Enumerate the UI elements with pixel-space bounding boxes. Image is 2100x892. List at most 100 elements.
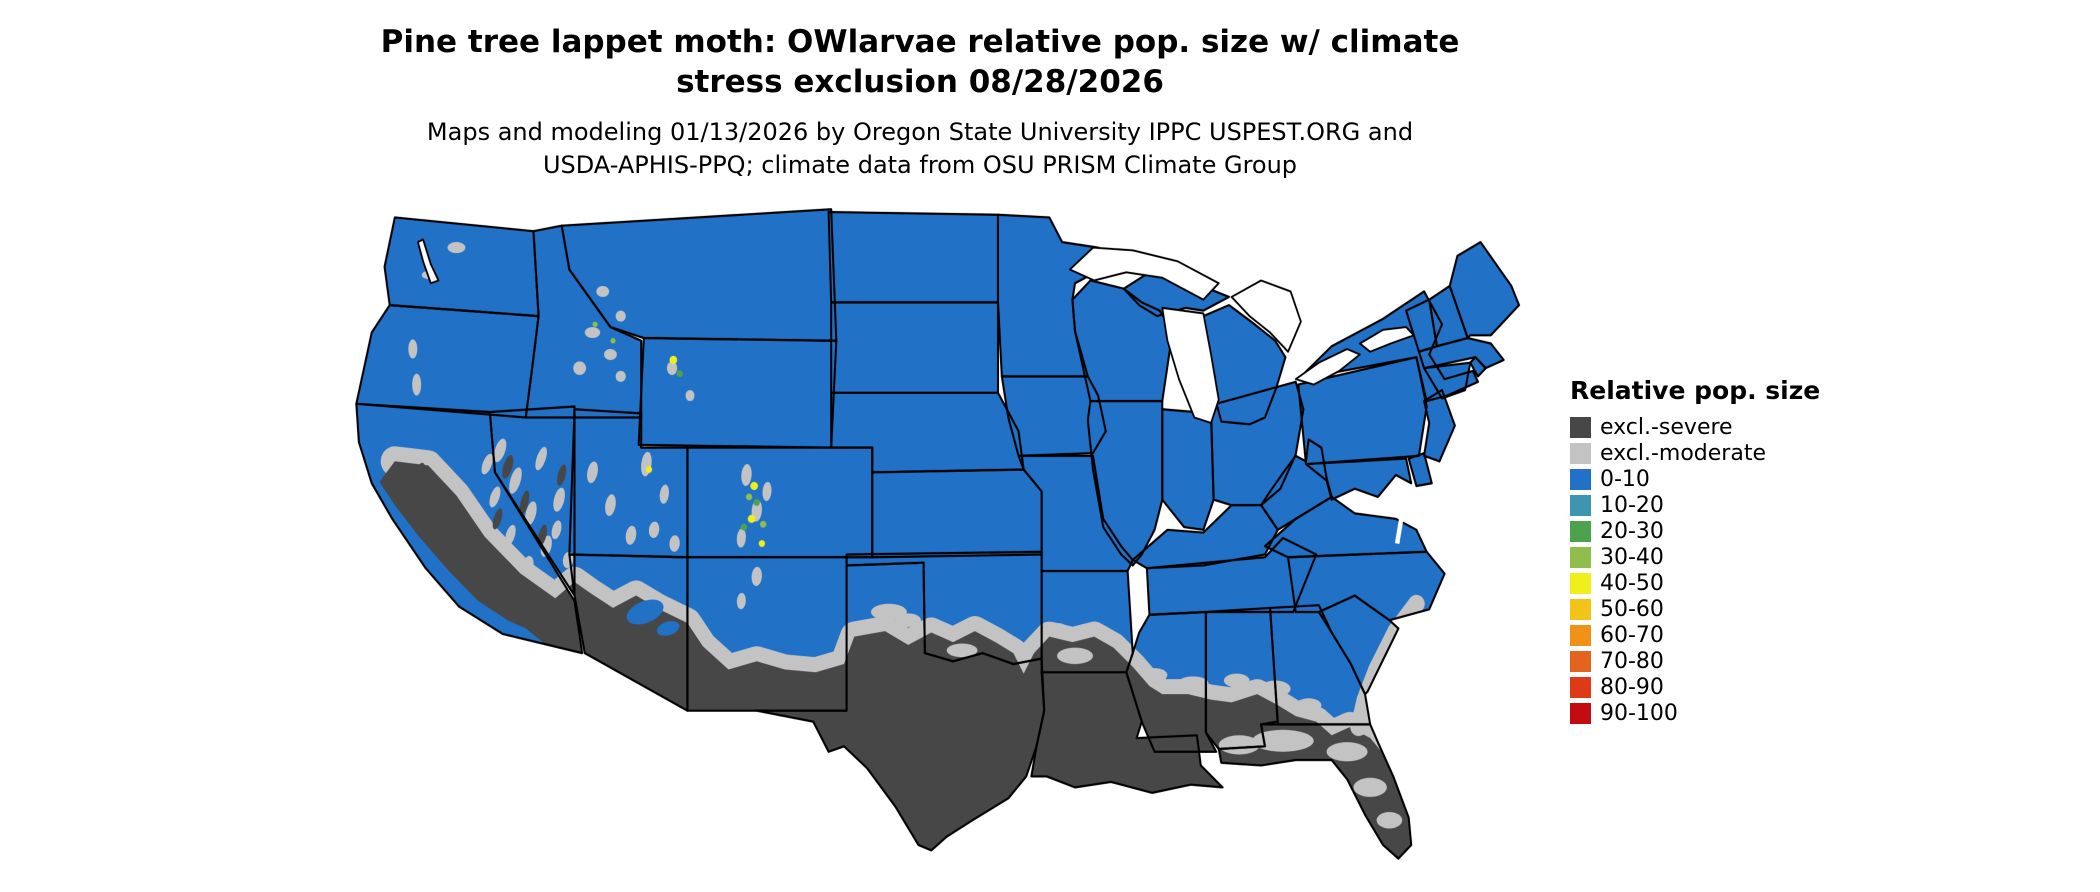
state-idaho [525, 225, 642, 418]
legend-label: 70-80 [1600, 649, 1664, 674]
state-louisiana [1030, 671, 1224, 794]
mountain-speckle [615, 370, 626, 382]
state-kansas [872, 469, 1042, 558]
state-montana [561, 209, 837, 341]
pop-dot-30-40 [759, 520, 767, 528]
titles-block: Pine tree lappet moth: OWlarvae relative… [320, 22, 1520, 182]
state-maryland [1306, 458, 1412, 500]
mountain-speckle [666, 361, 678, 375]
state-wyoming [638, 338, 837, 448]
legend-label: excl.-moderate [1600, 441, 1766, 466]
legend-label: 0-10 [1600, 467, 1650, 492]
excl-moderate-patch [1223, 673, 1250, 688]
state-vermont [1406, 299, 1437, 352]
mountain-speckle [408, 339, 418, 359]
pop-dot-20-30 [753, 498, 760, 506]
legend-label: 60-70 [1600, 623, 1664, 648]
chesapeake-bay [1394, 496, 1408, 544]
legend-swatch [1570, 625, 1591, 646]
pop-dot-30-40 [610, 338, 616, 344]
legend-swatch [1570, 469, 1591, 490]
state-oregon [356, 305, 539, 418]
pop-dot-40-50 [758, 540, 766, 547]
state-maryland [1304, 457, 1413, 501]
legend-swatch [1570, 573, 1591, 594]
mountain-speckle [587, 461, 598, 484]
puget-sound [417, 238, 440, 285]
mountain-speckle [736, 528, 746, 548]
legend-swatch [1570, 417, 1591, 438]
legend-label: 30-40 [1600, 545, 1664, 570]
legend-item: 30-40 [1570, 545, 1820, 570]
mountain-speckle [535, 446, 547, 471]
pop-dot-40-50 [747, 514, 756, 523]
state-nebraska [830, 391, 1025, 474]
mountain-speckle [741, 464, 752, 486]
state-delaware [1407, 451, 1433, 488]
state-rhode-island [1469, 356, 1487, 378]
legend-swatch [1570, 547, 1591, 568]
state-colorado [687, 447, 873, 558]
state-massachusetts [1417, 336, 1505, 370]
excl-moderate-patch [870, 603, 907, 621]
state-maine [1449, 242, 1520, 338]
pop-dot-40-50 [645, 466, 653, 473]
lake-huron [1230, 279, 1302, 353]
map-subtitle-line1: Maps and modeling 01/13/2026 by Oregon S… [426, 118, 1414, 146]
us-map [355, 208, 1521, 860]
state-virginia [1264, 496, 1427, 558]
pop-dot-30-40 [592, 321, 598, 328]
suitable-island [656, 621, 680, 636]
mountain-speckle-dark [492, 508, 503, 530]
map-subtitle-line2: USDA-APHIS-PPQ; climate data from OSU PR… [542, 151, 1298, 179]
legend-item: 20-30 [1570, 521, 1820, 543]
pop-dot-40-50 [669, 355, 678, 365]
excl-moderate-patch [1141, 668, 1168, 682]
map-title-line1: Pine tree lappet moth: OWlarvae relative… [380, 24, 1460, 60]
mountain-speckle [604, 348, 617, 360]
mountain-speckle [659, 484, 669, 504]
mountain-speckle-dark [519, 490, 530, 515]
mountain-speckle [615, 310, 626, 322]
state-new-jersey [1423, 388, 1456, 463]
legend-swatch [1570, 651, 1591, 672]
suitable-island [626, 599, 664, 625]
state-tennessee [1146, 538, 1317, 615]
legend-swatch [1570, 599, 1591, 620]
mountain-speckle [669, 535, 680, 552]
pop-dot-20-30 [676, 370, 683, 378]
legend-label: 90-100 [1600, 701, 1678, 726]
legend-label: 80-90 [1600, 675, 1664, 700]
mountain-speckle-dark [557, 464, 567, 486]
excl-moderate-patch [1252, 729, 1314, 752]
state-north-carolina [1288, 551, 1445, 621]
mountain-speckle [505, 524, 516, 546]
legend: Relative pop. size excl.-severe excl.-mo… [1570, 376, 1820, 729]
legend-item: 50-60 [1570, 597, 1820, 622]
legend-swatch [1570, 703, 1591, 724]
state-arizona [568, 553, 689, 712]
mountain-speckle [447, 242, 466, 254]
legend-item: 90-100 [1570, 701, 1820, 726]
lake-michigan [1161, 306, 1220, 424]
state-missouri [1017, 454, 1134, 572]
us-map-container [305, 201, 1537, 886]
legend-title: Relative pop. size [1570, 376, 1821, 405]
mountain-speckle [553, 487, 565, 512]
legend-item: excl.-severe [1570, 415, 1820, 440]
state-wisconsin [1072, 280, 1170, 402]
excl-moderate-patch [1218, 735, 1260, 755]
mountain-speckle [596, 285, 610, 297]
state-iowa [1000, 375, 1107, 457]
lake-ontario [1359, 326, 1415, 353]
legend-label: 50-60 [1600, 597, 1664, 622]
mountain-speckle [584, 327, 601, 338]
great-lakes [417, 238, 1415, 544]
legend-label: excl.-severe [1600, 415, 1733, 440]
mountain-speckle [523, 555, 534, 575]
legend-item: 0-10 [1570, 467, 1820, 492]
mountain-speckle-dark [502, 454, 514, 479]
legend-item: 10-20 [1570, 495, 1820, 517]
map-subtitle: Maps and modeling 01/13/2026 by Oregon S… [320, 116, 1520, 182]
excl-moderate-patch [1046, 622, 1068, 634]
